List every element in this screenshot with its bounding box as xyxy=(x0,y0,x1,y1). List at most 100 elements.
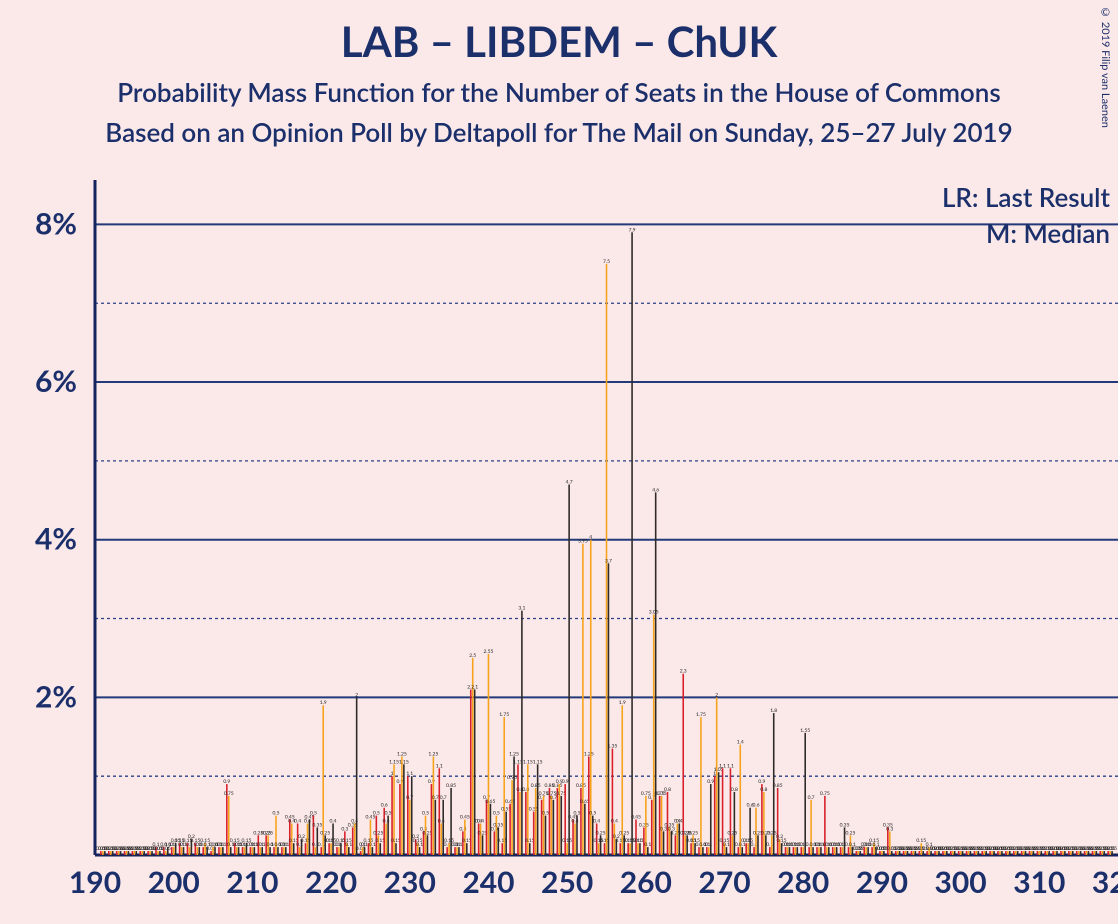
bar-red xyxy=(730,768,732,855)
bar-red xyxy=(619,843,621,855)
bar-red xyxy=(242,847,244,855)
bar-orange xyxy=(212,847,214,855)
bar-black xyxy=(663,831,665,855)
bar-black xyxy=(568,485,570,855)
bar-value-label: 0.7 xyxy=(440,795,447,801)
x-tick-label: 210 xyxy=(226,864,278,900)
bar-value-label: 1.25 xyxy=(584,751,594,757)
bar-orange xyxy=(590,540,592,855)
x-tick-label: 240 xyxy=(462,864,514,900)
bar-value-label: 0.1 xyxy=(219,842,226,848)
bar-black xyxy=(482,835,484,855)
bar-black xyxy=(836,847,838,855)
bar-black xyxy=(797,847,799,855)
bar-orange xyxy=(197,847,199,855)
bar-black xyxy=(631,232,633,855)
bar-value-label: 0.85 xyxy=(773,783,783,789)
bar-black xyxy=(513,756,515,855)
bar-red xyxy=(761,784,763,855)
bar-orange xyxy=(433,756,435,855)
y-tick-label: 8% xyxy=(35,205,77,241)
bar-value-label: 1.1 xyxy=(727,763,734,769)
bar-orange xyxy=(818,847,820,855)
bar-value-label: 0.25 xyxy=(846,830,856,836)
bar-orange xyxy=(330,843,332,855)
bar-red xyxy=(675,835,677,855)
bar-value-label: 0.85 xyxy=(446,783,456,789)
bar-value-label: 0.1 xyxy=(259,842,266,848)
bar-black xyxy=(647,847,649,855)
bar-value-label: 2.55 xyxy=(484,649,494,655)
bar-value-label: 1.15 xyxy=(389,759,399,765)
bar-orange xyxy=(747,843,749,855)
bar-black xyxy=(702,847,704,855)
legend-last-result: LR: Last Result xyxy=(942,181,1111,213)
bar-black xyxy=(639,843,641,855)
x-tick-label: 310 xyxy=(1013,864,1065,900)
bar-black xyxy=(254,847,256,855)
bar-orange xyxy=(236,847,238,855)
bar-black xyxy=(214,847,216,855)
bar-red xyxy=(557,788,559,855)
bar-red xyxy=(785,847,787,855)
bar-red xyxy=(808,847,810,855)
bar-value-label: 0.25 xyxy=(688,830,698,836)
bar-black xyxy=(395,843,397,855)
bar-red xyxy=(525,792,527,855)
bar-red xyxy=(533,812,535,855)
bar-red xyxy=(714,776,716,855)
y-tick-label: 4% xyxy=(35,521,77,557)
bar-black xyxy=(435,800,437,855)
bar-value-label: 0.45 xyxy=(631,815,641,821)
bar-value-label: 0.8 xyxy=(760,787,767,793)
bar-red xyxy=(478,823,480,855)
bar-value-label: 1.8 xyxy=(770,708,777,714)
bar-red xyxy=(352,827,354,855)
bar-value-label: 0.6 xyxy=(753,803,760,809)
bar-value-label: 0.5 xyxy=(542,811,549,817)
bar-black xyxy=(757,835,759,855)
bar-value-label: 0.7 xyxy=(808,795,815,801)
bar-orange xyxy=(244,847,246,855)
bar-orange xyxy=(598,843,600,855)
bar-black xyxy=(340,843,342,855)
bar-red xyxy=(486,800,488,855)
bar-orange xyxy=(795,847,797,855)
bar-black xyxy=(608,563,610,855)
bar-value-label: 1.1 xyxy=(436,763,443,769)
bar-value-label: 0.9 xyxy=(758,779,765,785)
bar-orange xyxy=(653,615,655,855)
bar-orange xyxy=(802,847,804,855)
bar-red xyxy=(454,847,456,855)
bar-black xyxy=(285,847,287,855)
bar-orange xyxy=(385,823,387,855)
bar-black xyxy=(183,847,185,855)
bar-value-label: 0.9 xyxy=(707,779,714,785)
title-block: LAB – LIBDEM – ChUK Probability Mass Fun… xyxy=(0,0,1118,148)
bar-red xyxy=(218,847,220,855)
bar-black xyxy=(584,804,586,855)
bar-value-label: 0.5 xyxy=(573,811,580,817)
bar-orange xyxy=(716,697,718,855)
bar-value-label: 1.75 xyxy=(499,712,509,718)
bar-orange xyxy=(637,843,639,855)
bar-orange xyxy=(338,847,340,855)
bar-black xyxy=(726,847,728,855)
bar-black xyxy=(505,812,507,855)
bar-black xyxy=(545,816,547,855)
bar-black xyxy=(332,823,334,855)
bar-value-label: 1 xyxy=(391,771,394,777)
bar-black xyxy=(167,847,169,855)
bar-red xyxy=(871,847,873,855)
bar-value-label: 3.05 xyxy=(649,610,659,616)
bar-black xyxy=(867,847,869,855)
bar-black xyxy=(458,847,460,855)
bar-orange xyxy=(409,800,411,855)
bar-red xyxy=(336,847,338,855)
bar-value-label: 0.25 xyxy=(596,830,606,836)
bar-orange xyxy=(826,847,828,855)
bar-orange xyxy=(582,544,584,855)
bar-black xyxy=(269,847,271,855)
bar-red xyxy=(627,843,629,855)
bar-red xyxy=(305,843,307,855)
